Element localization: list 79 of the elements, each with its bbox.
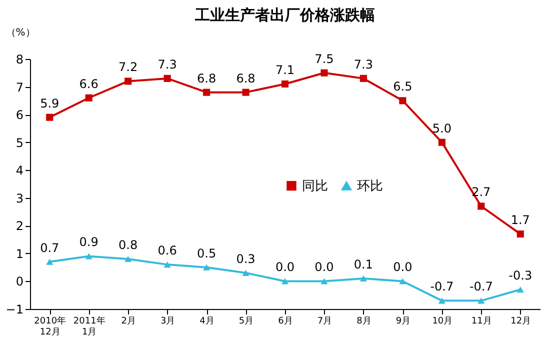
y-tick-label: 3 — [16, 191, 24, 206]
data-label: 0.0 — [314, 260, 334, 274]
data-label: 7.5 — [314, 52, 334, 66]
data-label: 5.9 — [40, 96, 60, 110]
data-label: 0.3 — [236, 252, 256, 266]
y-tick-label: 1 — [16, 246, 24, 261]
point — [85, 94, 92, 102]
y-tick-label: −1 — [6, 302, 24, 316]
data-label: 0.9 — [79, 235, 98, 250]
data-label: 1.7 — [510, 213, 530, 227]
chart-title: 工业生产者出厂价格涨跌幅 — [194, 6, 375, 24]
x-tick-label: 2011年 1月 — [73, 316, 106, 338]
point — [399, 97, 406, 104]
point — [46, 114, 54, 121]
legend-label: 同比 — [302, 178, 328, 194]
y-tick-label: 6 — [16, 108, 24, 122]
y-tick-label: 7 — [16, 80, 24, 94]
y-tick-label: 2 — [16, 219, 24, 234]
point — [478, 298, 485, 304]
point — [203, 88, 210, 96]
point — [438, 138, 446, 146]
point — [320, 69, 328, 76]
point — [281, 278, 289, 284]
x-tick-label: 10月 — [432, 316, 453, 326]
x-tick-label: 6月 — [278, 316, 293, 326]
point — [46, 258, 54, 265]
point — [242, 88, 250, 96]
point — [516, 286, 524, 293]
point — [320, 278, 328, 284]
point — [438, 298, 446, 304]
x-tick-label: 2月 — [121, 316, 136, 326]
point — [516, 230, 524, 238]
data-label: 0.0 — [275, 260, 295, 274]
y-tick-label: 0 — [16, 274, 24, 289]
legend-label: 环比 — [357, 179, 383, 194]
point — [164, 74, 171, 82]
x-tick-label: 9月 — [396, 316, 411, 326]
point — [281, 80, 289, 88]
data-label: 6.6 — [79, 76, 98, 91]
data-label: 6.8 — [236, 71, 256, 86]
point — [360, 275, 367, 282]
x-tick-label: 3月 — [160, 316, 176, 326]
data-label: -0.3 — [508, 268, 532, 283]
y-axis-title: （%） — [6, 28, 36, 38]
data-label: 0.5 — [196, 246, 216, 260]
point — [85, 253, 92, 260]
data-label: 7.2 — [118, 60, 138, 74]
x-tick-label: 7月 — [317, 316, 332, 326]
point — [164, 261, 171, 268]
x-tick-label: 2010年 12月 — [34, 316, 66, 338]
data-label: 5.0 — [432, 121, 452, 136]
y-tick-label: 8 — [16, 52, 24, 66]
x-tick-label: 5月 — [238, 316, 254, 326]
point — [478, 202, 485, 210]
data-label: 0.8 — [118, 238, 138, 252]
data-label: 2.7 — [472, 185, 491, 200]
data-label: 7.1 — [275, 63, 295, 77]
data-label: 0.0 — [393, 260, 412, 274]
data-label: 0.6 — [158, 244, 177, 258]
data-label: 7.3 — [354, 57, 374, 72]
data-label: -0.7 — [430, 280, 454, 294]
x-tick-label: 8月 — [356, 316, 372, 326]
y-tick-label: 4 — [16, 164, 24, 178]
point — [124, 78, 132, 85]
point — [360, 74, 367, 82]
data-label: 0.7 — [40, 240, 60, 255]
data-label: 0.1 — [354, 257, 374, 272]
point — [399, 278, 406, 284]
point — [242, 270, 250, 276]
x-tick-label: 4月 — [200, 316, 214, 326]
x-tick-label: 11月 — [471, 316, 492, 326]
x-tick-label: 12月 — [510, 316, 532, 326]
data-label: 6.5 — [393, 80, 412, 94]
point — [203, 264, 210, 270]
data-label: 7.3 — [158, 57, 177, 72]
data-label: -0.7 — [469, 280, 493, 294]
y-tick-label: 5 — [16, 136, 24, 150]
data-label: 6.8 — [196, 71, 216, 86]
point — [124, 256, 132, 262]
